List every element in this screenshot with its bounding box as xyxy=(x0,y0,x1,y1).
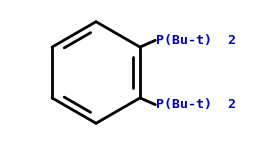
Text: P(Bu-t)  2: P(Bu-t) 2 xyxy=(156,34,236,47)
Text: P(Bu-t)  2: P(Bu-t) 2 xyxy=(156,98,236,111)
